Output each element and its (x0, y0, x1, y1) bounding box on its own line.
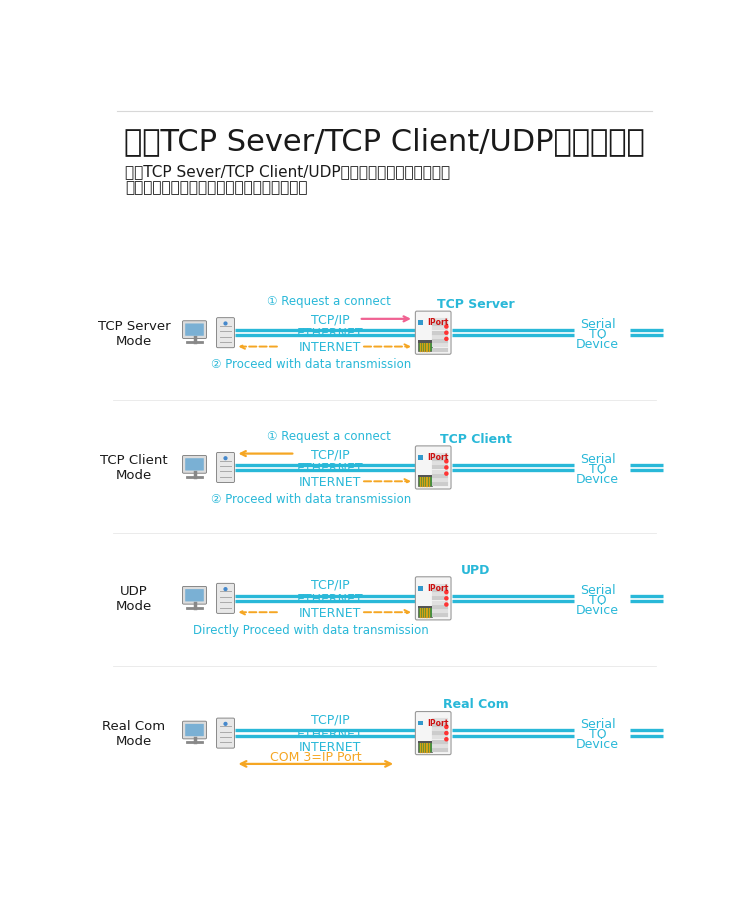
Text: TO: TO (589, 327, 606, 341)
Circle shape (445, 603, 448, 607)
FancyBboxPatch shape (416, 312, 451, 355)
Circle shape (445, 332, 448, 335)
Text: IPort: IPort (427, 318, 448, 327)
Text: ETHERNET: ETHERNET (297, 592, 364, 606)
Circle shape (445, 325, 448, 329)
Bar (419, 321, 423, 325)
Circle shape (224, 458, 227, 460)
FancyBboxPatch shape (217, 719, 235, 748)
Text: TCP Server: TCP Server (437, 298, 515, 311)
Text: INTERNET: INTERNET (299, 741, 362, 754)
Bar (419, 721, 423, 726)
Text: 支持TCP Sever/TCP Client/UDP和虚拟串口: 支持TCP Sever/TCP Client/UDP和虚拟串口 (124, 127, 645, 155)
Bar (419, 741, 433, 743)
Circle shape (224, 722, 227, 725)
Text: TCP Server
Mode: TCP Server Mode (98, 319, 170, 347)
Text: TCP/IP: TCP/IP (310, 713, 350, 726)
Text: TCP Client: TCP Client (440, 432, 512, 445)
Text: TO: TO (589, 728, 606, 741)
Text: INTERNET: INTERNET (299, 341, 362, 354)
Text: Device: Device (576, 472, 619, 485)
FancyBboxPatch shape (185, 324, 204, 336)
Bar (419, 341, 433, 352)
Text: TO: TO (589, 593, 606, 606)
Text: Serial: Serial (580, 452, 615, 465)
Bar (419, 476, 433, 478)
Circle shape (445, 467, 448, 470)
FancyBboxPatch shape (416, 577, 451, 620)
Circle shape (445, 338, 448, 341)
FancyBboxPatch shape (416, 711, 451, 754)
Text: 支持TCP Sever/TCP Client/UDP工作方式和虚拟串口，通过: 支持TCP Sever/TCP Client/UDP工作方式和虚拟串口，通过 (124, 165, 450, 179)
Circle shape (445, 726, 448, 729)
FancyBboxPatch shape (182, 586, 206, 605)
FancyBboxPatch shape (217, 318, 235, 348)
Bar (419, 456, 423, 460)
Text: TCP/IP: TCP/IP (310, 313, 350, 326)
FancyBboxPatch shape (185, 459, 204, 471)
Text: Device: Device (576, 603, 619, 616)
Text: ① Request a connect: ① Request a connect (267, 429, 391, 442)
Bar (419, 607, 433, 608)
Circle shape (445, 732, 448, 735)
FancyBboxPatch shape (182, 456, 206, 473)
Text: IPort: IPort (427, 718, 448, 727)
Text: 配置软件用户可以灵活的设定相关配置参数。: 配置软件用户可以灵活的设定相关配置参数。 (124, 180, 308, 195)
Circle shape (224, 323, 227, 325)
Text: Device: Device (576, 337, 619, 350)
Text: COM 3=IP Port: COM 3=IP Port (270, 750, 362, 763)
Bar (419, 607, 433, 618)
FancyBboxPatch shape (182, 721, 206, 739)
Bar (419, 341, 433, 344)
FancyBboxPatch shape (185, 589, 204, 602)
Circle shape (445, 597, 448, 600)
Circle shape (445, 460, 448, 463)
Text: INTERNET: INTERNET (299, 606, 362, 619)
Text: INTERNET: INTERNET (299, 475, 362, 488)
Text: IPort: IPort (427, 584, 448, 593)
FancyBboxPatch shape (217, 584, 235, 614)
Text: Serial: Serial (580, 718, 615, 731)
Text: TCP Client
Mode: TCP Client Mode (100, 454, 168, 482)
Text: Real Com: Real Com (443, 698, 509, 710)
Bar (419, 586, 423, 591)
Text: ETHERNET: ETHERNET (297, 327, 364, 340)
Text: Serial: Serial (580, 318, 615, 331)
Text: Directly Proceed with data transmission: Directly Proceed with data transmission (193, 623, 429, 636)
Circle shape (224, 588, 227, 591)
Circle shape (445, 738, 448, 741)
Bar (419, 741, 433, 752)
Text: ② Proceed with data transmission: ② Proceed with data transmission (211, 357, 411, 370)
Text: Serial: Serial (580, 583, 615, 596)
Text: Real Com
Mode: Real Com Mode (103, 720, 166, 747)
Text: ETHERNET: ETHERNET (297, 461, 364, 474)
Text: TO: TO (589, 462, 606, 475)
Text: ETHERNET: ETHERNET (297, 727, 364, 740)
Text: UDP
Mode: UDP Mode (116, 584, 152, 613)
FancyBboxPatch shape (185, 724, 204, 736)
Text: ② Proceed with data transmission: ② Proceed with data transmission (211, 493, 411, 505)
FancyBboxPatch shape (182, 322, 206, 339)
Text: ① Request a connect: ① Request a connect (267, 294, 391, 308)
Text: TCP/IP: TCP/IP (310, 578, 350, 591)
Circle shape (445, 591, 448, 594)
Text: Device: Device (576, 738, 619, 751)
Circle shape (445, 472, 448, 476)
FancyBboxPatch shape (217, 453, 235, 483)
Text: TCP/IP: TCP/IP (310, 448, 350, 460)
Bar (419, 476, 433, 486)
Text: IPort: IPort (427, 453, 448, 461)
Text: UPD: UPD (461, 563, 490, 576)
FancyBboxPatch shape (416, 447, 451, 490)
